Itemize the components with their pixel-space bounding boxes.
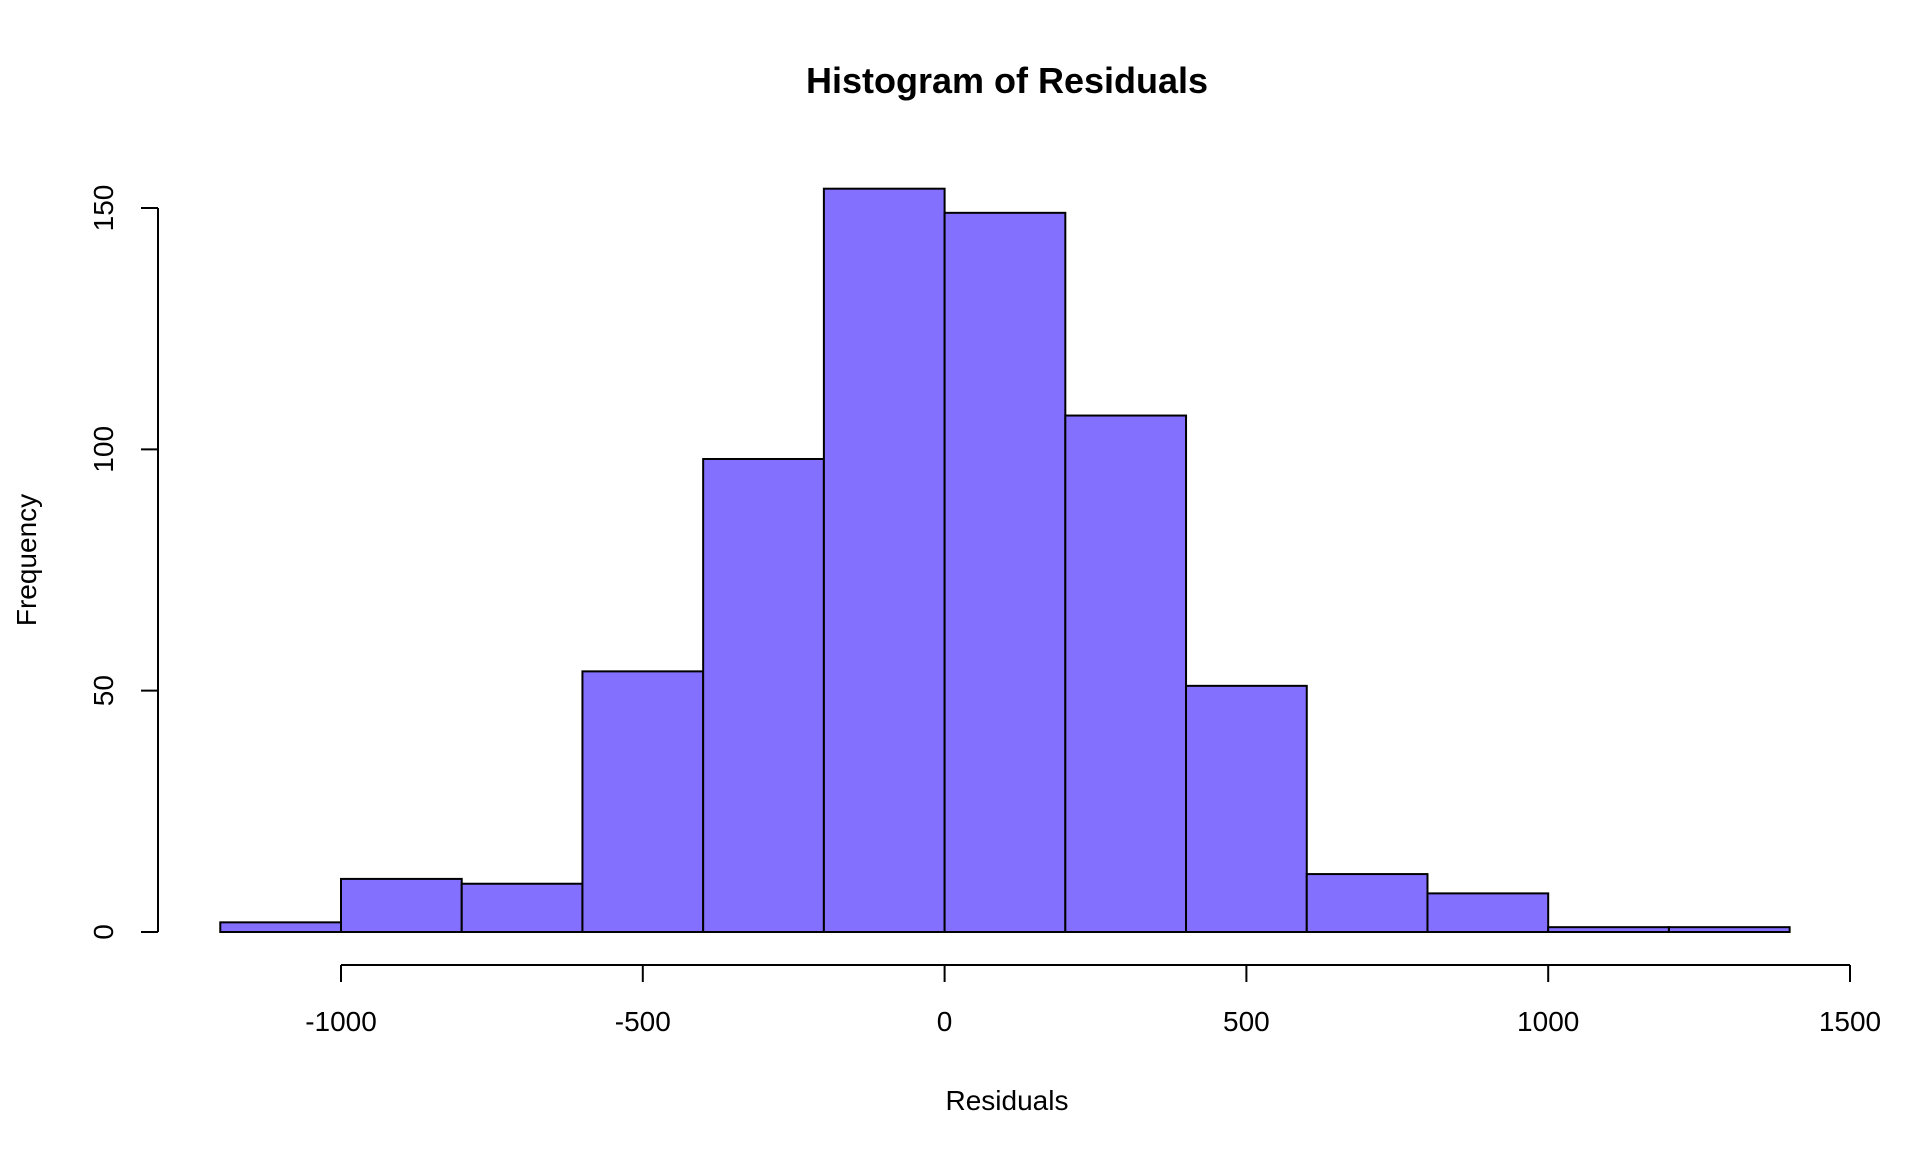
histogram-bar xyxy=(460,882,584,934)
histogram-bar xyxy=(702,457,825,933)
x-tick-label: 500 xyxy=(1223,1006,1270,1037)
x-tick-label: 1000 xyxy=(1517,1006,1579,1037)
x-axis: -1000 -500 0 500 1000 1500 xyxy=(305,964,1881,1037)
y-tick-label: 150 xyxy=(88,185,119,232)
histogram-bars xyxy=(219,187,1791,934)
histogram-bar xyxy=(1305,873,1429,934)
histogram-bar xyxy=(581,670,705,933)
x-tick-label: -500 xyxy=(615,1006,671,1037)
histogram-bar xyxy=(1667,926,1791,934)
y-tick-label: 50 xyxy=(88,675,119,706)
x-tick-label: 1500 xyxy=(1819,1006,1881,1037)
y-tick-label: 100 xyxy=(88,426,119,473)
chart-title: Histogram of Residuals xyxy=(806,60,1208,101)
histogram-bar xyxy=(1426,892,1550,933)
x-tick-label: -1000 xyxy=(305,1006,377,1037)
histogram-bar xyxy=(1547,926,1670,934)
x-tick-label: 0 xyxy=(937,1006,953,1037)
histogram-bar xyxy=(219,921,342,934)
y-axis: 0 50 100 150 xyxy=(88,185,159,940)
histogram-bar xyxy=(1185,684,1308,934)
y-tick-label: 0 xyxy=(88,924,119,940)
histogram-bar xyxy=(1064,414,1188,933)
y-axis-label: Frequency xyxy=(11,494,42,626)
x-axis-label: Residuals xyxy=(946,1085,1069,1116)
histogram-bar xyxy=(340,877,463,934)
histogram-bar xyxy=(943,211,1067,933)
histogram-bar xyxy=(822,187,946,933)
